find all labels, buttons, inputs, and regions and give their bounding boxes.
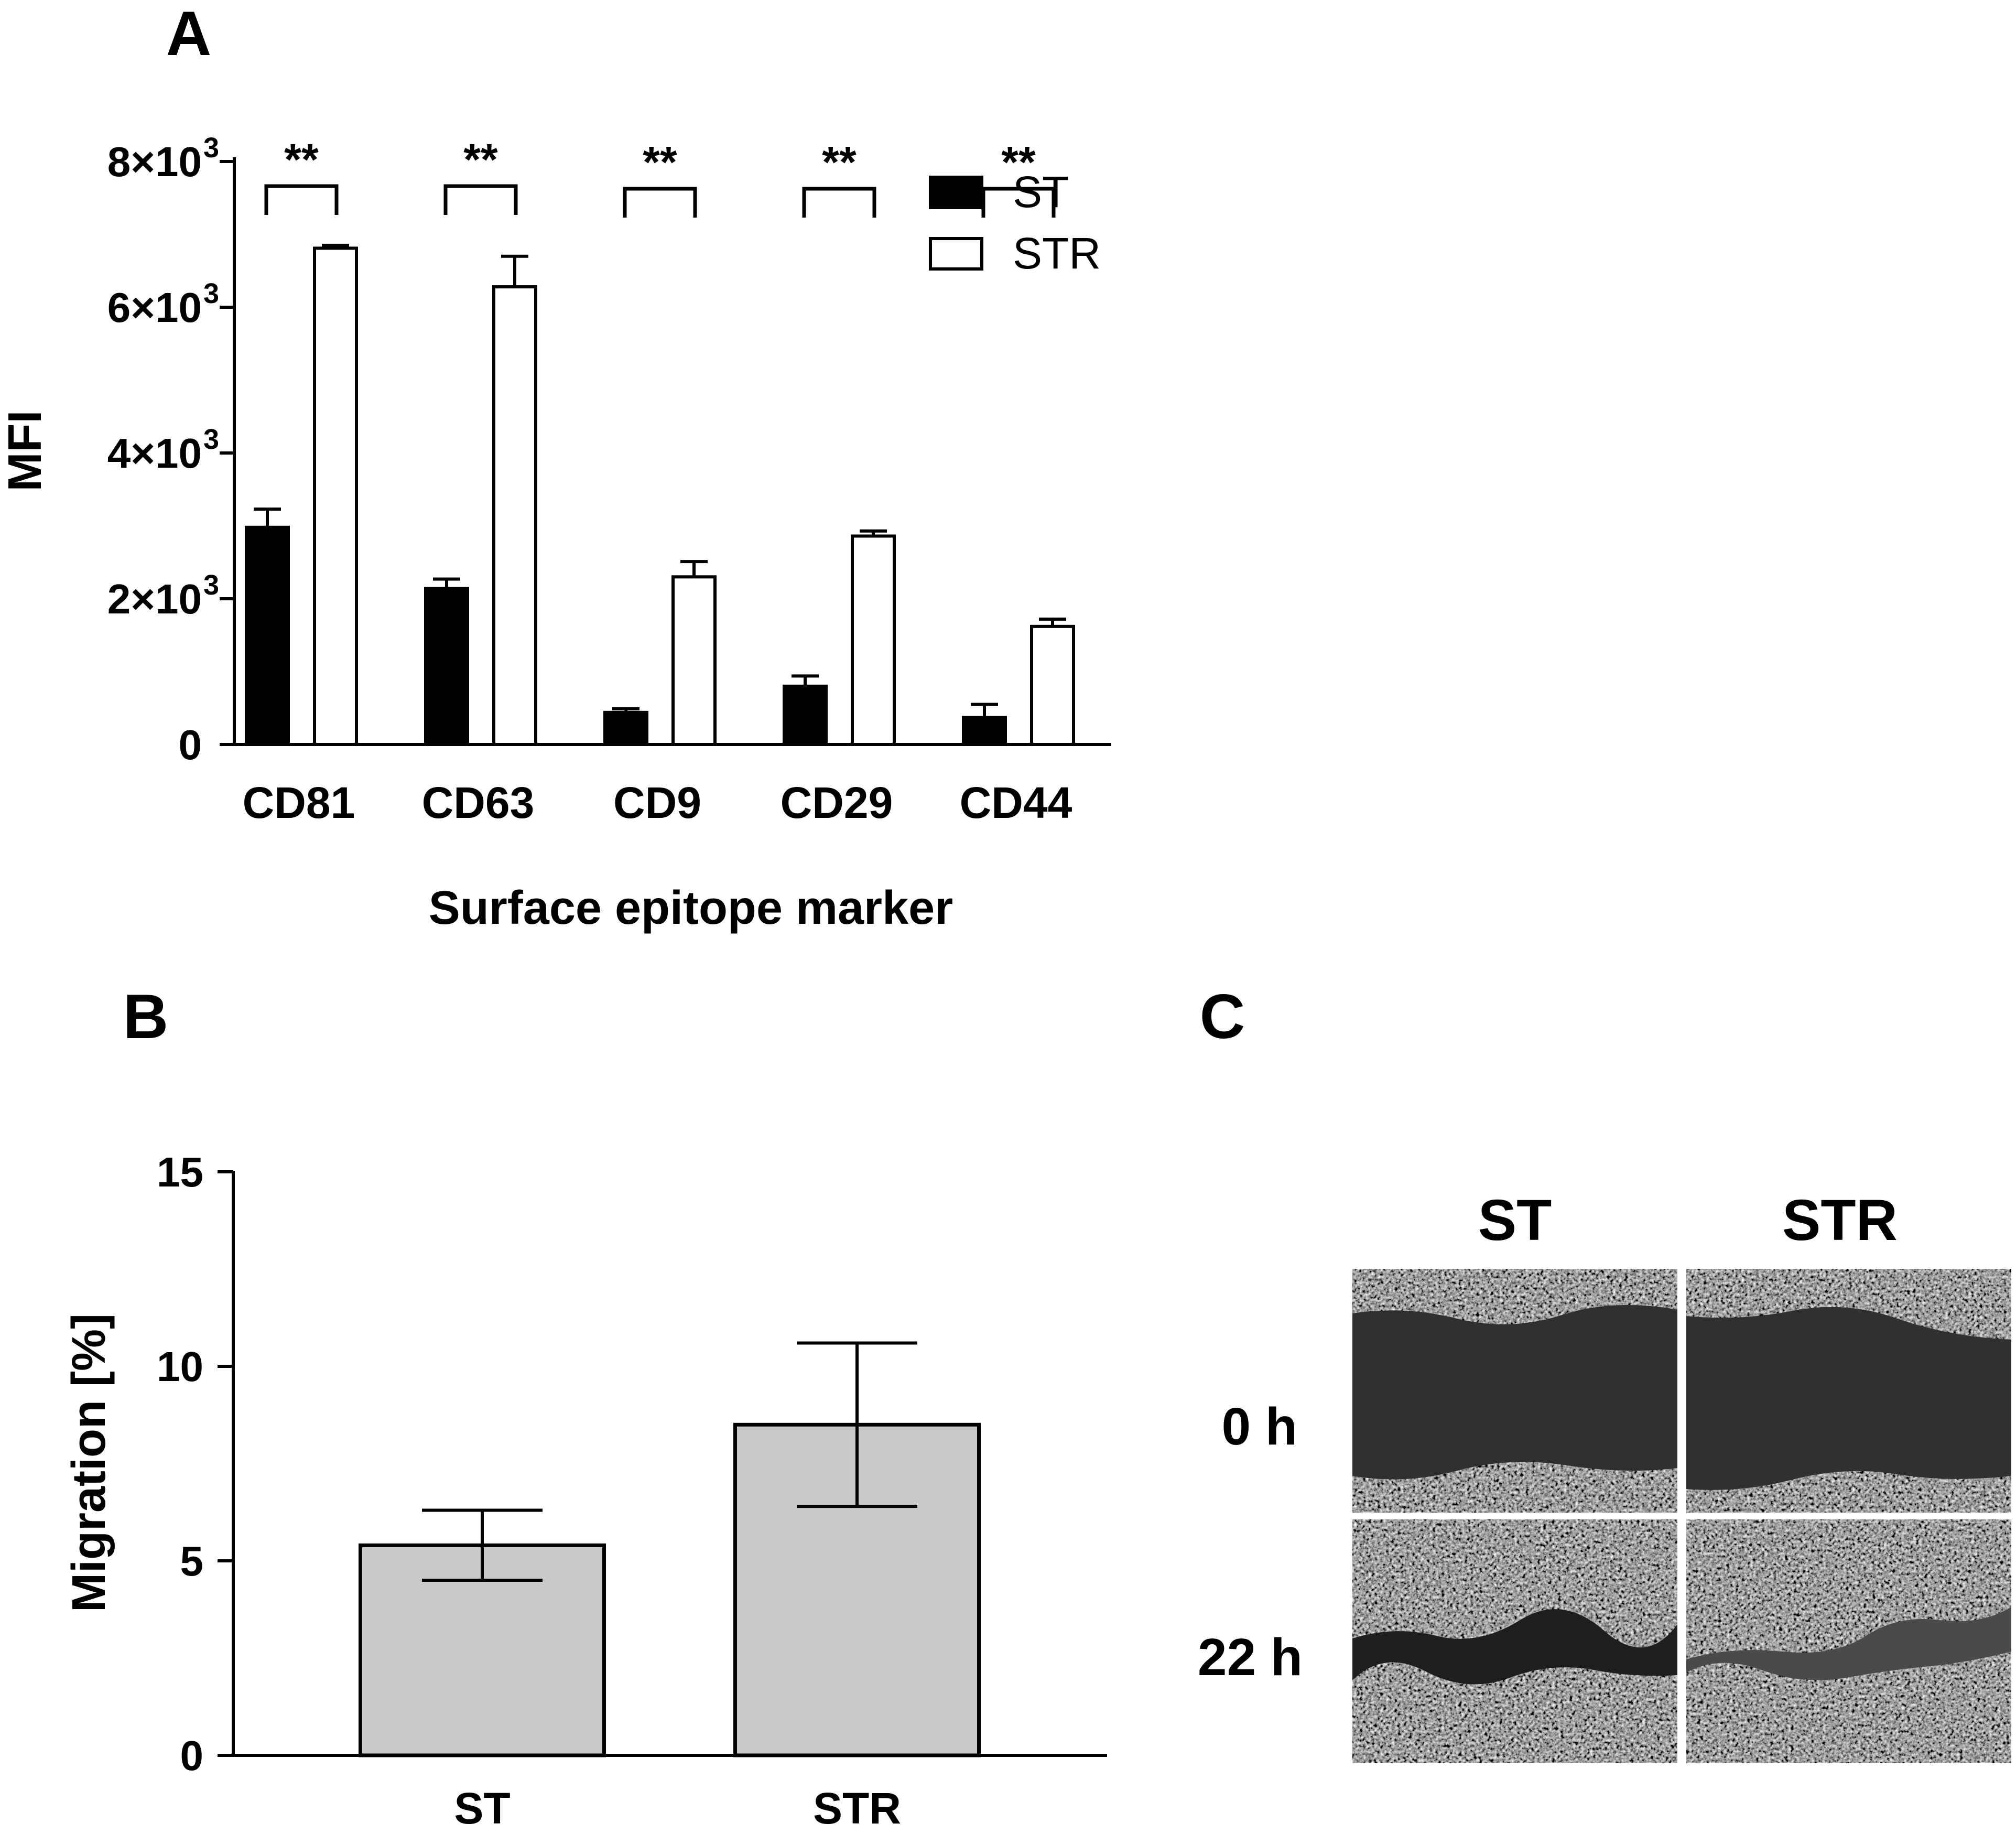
chart-a-ticks: 02×10 34×10 36×10 38×10 3 xyxy=(107,132,234,768)
bar-st-cd44 xyxy=(962,716,1007,746)
micrograph-row-0h: 0 h xyxy=(1222,1397,1297,1456)
significance-label-cd63: ** xyxy=(463,135,498,184)
chart-a-significance: ** ** ** ** ** xyxy=(264,135,1056,218)
bar-str-cd44 xyxy=(1030,624,1075,746)
bar-str-cd63 xyxy=(492,285,537,746)
chart-b-bars: ST STR xyxy=(359,1422,981,1833)
chart-a-y-tick-label: 0 xyxy=(179,721,202,768)
micrograph-col-st: ST xyxy=(1478,1188,1552,1253)
x-tick-label-cd81: CD81 xyxy=(243,778,355,827)
bar-str-cd29 xyxy=(851,534,896,747)
chart-a-y-tick-exponent: 3 xyxy=(203,132,219,164)
significance-bracket-cd63 xyxy=(443,184,518,215)
legend-label-st: ST xyxy=(1013,167,1069,217)
chart-a-y-tick-label: 6×10 xyxy=(107,284,202,331)
chart-a-x-label: Surface epitope marker xyxy=(429,882,953,934)
chart-b-error-bars xyxy=(422,1341,917,1582)
significance-label-cd44: ** xyxy=(1001,137,1036,187)
legend-swatch-st xyxy=(929,176,983,209)
significance-label-cd9: ** xyxy=(643,137,677,187)
significance-bracket-cd29 xyxy=(802,187,876,218)
chart-a-y-tick-label: 2×10 xyxy=(107,576,202,622)
chart-a-y-tick-exponent: 3 xyxy=(203,569,219,601)
bar-st-cd29 xyxy=(783,684,828,747)
x-tick-label-cd29: CD29 xyxy=(781,778,893,827)
panel-label-c: C xyxy=(1200,981,1245,1052)
bar-st-cd9 xyxy=(603,710,648,746)
chart-a-y-tick-label: 8×10 xyxy=(107,138,202,185)
chart-b-y-label: Migration [%] xyxy=(63,1313,115,1612)
micrograph-st-22h xyxy=(1352,1519,1677,1763)
chart-b-y-tick-label: 10 xyxy=(157,1343,203,1390)
chart-b-y-tick-label: 0 xyxy=(180,1732,204,1779)
significance-bracket-cd9 xyxy=(623,187,697,218)
chart-b-x-tick-label-str: STR xyxy=(813,1784,901,1833)
significance-label-cd29: ** xyxy=(822,137,857,187)
x-tick-label-cd63: CD63 xyxy=(422,778,535,827)
panel-label-a: A xyxy=(166,0,212,69)
significance-label-cd81: ** xyxy=(284,135,319,184)
micrograph-st-0h xyxy=(1352,1269,1677,1513)
x-tick-label-cd9: CD9 xyxy=(613,778,701,827)
micrograph-panel: ST STR 0 h 22 h xyxy=(1198,1188,2011,1763)
bar-st-cd81 xyxy=(245,525,290,747)
chart-a: 02×10 34×10 36×10 38×10 3 CD81 CD63 CD9 CD29 CD4… xyxy=(0,132,1111,934)
chart-a-y-label: MFI xyxy=(0,411,51,492)
chart-b: 0 5 10 15 ST STR Migration [%] xyxy=(63,1149,1107,1833)
micrograph-row-22h: 22 h xyxy=(1198,1628,1303,1687)
chart-a-error-bars xyxy=(254,243,1066,718)
chart-a-y-tick-label: 4×10 xyxy=(107,430,202,477)
bar-st-cd63 xyxy=(424,587,469,747)
bar-str-cd81 xyxy=(313,246,358,747)
chart-b-x-tick-label-st: ST xyxy=(454,1784,510,1833)
legend-swatch-str xyxy=(929,237,983,271)
x-tick-label-cd44: CD44 xyxy=(960,778,1072,827)
bar-str-cd9 xyxy=(671,575,717,747)
micrograph-col-str: STR xyxy=(1782,1188,1898,1253)
chart-a-y-tick-exponent: 3 xyxy=(203,424,219,455)
chart-b-ticks: 0 5 10 15 xyxy=(157,1149,233,1779)
chart-b-y-tick-label: 5 xyxy=(180,1538,204,1584)
significance-bracket-cd81 xyxy=(264,184,339,215)
chart-a-bars: CD81 CD63 CD9 CD29 CD44 xyxy=(243,246,1075,827)
panel-label-b: B xyxy=(123,981,169,1052)
micrograph-str-22h xyxy=(1686,1519,2011,1763)
legend-label-str: STR xyxy=(1013,229,1101,278)
micrograph-str-0h xyxy=(1686,1269,2011,1513)
chart-a-y-tick-exponent: 3 xyxy=(203,278,219,309)
chart-b-y-tick-label: 15 xyxy=(157,1149,203,1195)
